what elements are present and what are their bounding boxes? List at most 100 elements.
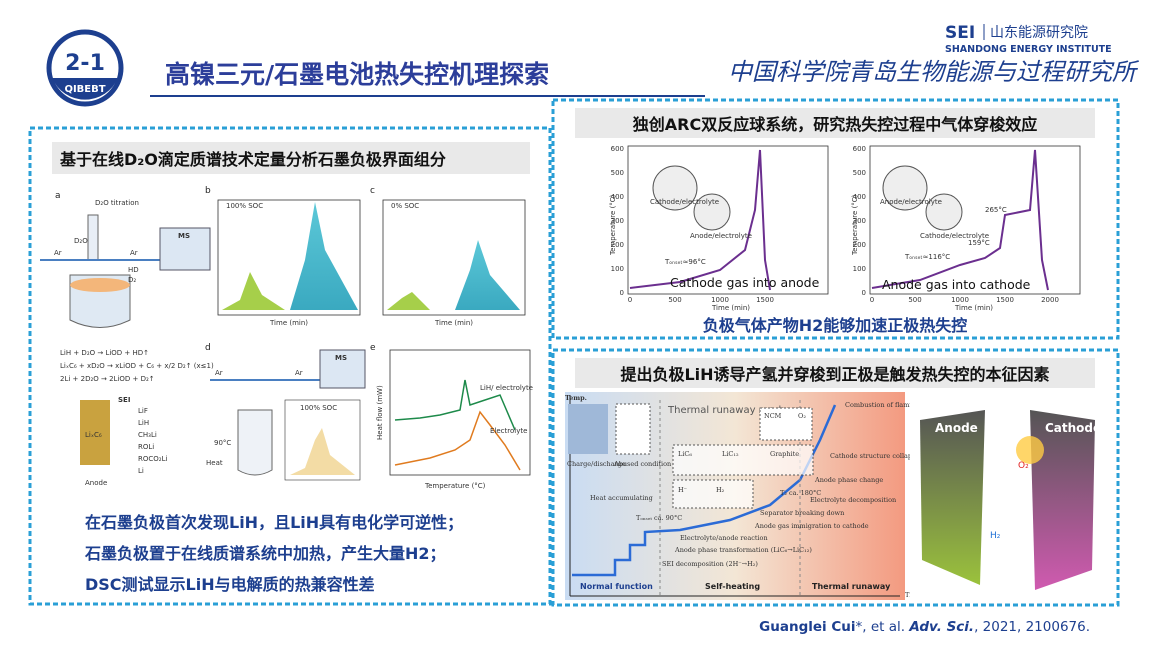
arc-chart-left: Cathode/electrolyte Anode/electrolyte Tₒ… — [609, 145, 829, 312]
annotation: Cathode gas into anode — [670, 275, 820, 290]
y-tick-label: 500 — [853, 169, 866, 177]
temp-90: 90°C — [214, 439, 231, 447]
heading-band — [52, 142, 530, 174]
arc-chart-right: Anode/electrolyte Cathode/electrolyte 26… — [851, 145, 1081, 312]
annotation: Anode gas into cathode — [882, 277, 1031, 292]
sei-species: Li — [138, 467, 144, 475]
icon — [568, 404, 608, 454]
curve-label: Electrolyte — [490, 427, 527, 435]
sphere-label: Cathode/electrolyte — [920, 232, 989, 240]
roadmap-text: NCM — [764, 412, 782, 420]
onset: Tₒₙₛₑₜ≈116°C — [904, 253, 950, 261]
panel-heading: 基于在线D₂O滴定质谱技术定量分析石墨负极界面组分 — [59, 150, 446, 169]
x-axis-label: Temperature (°C) — [424, 482, 486, 490]
sphere-label: Anode/electrolyte — [880, 198, 942, 206]
ms-label: MS — [335, 354, 347, 362]
x-tick-label: 500 — [668, 296, 681, 304]
badge-number: 2-1 — [65, 51, 105, 76]
temp-point: 265°C — [985, 206, 1007, 214]
x-tick-label: 0 — [870, 296, 874, 304]
ms-box — [319, 349, 366, 389]
scene-label: Anode — [935, 421, 978, 435]
y-tick-label: 100 — [853, 265, 866, 273]
temp-curve — [629, 149, 771, 291]
logo: SEI — [945, 23, 975, 43]
panel-label: b — [205, 186, 211, 196]
sphere-label: Anode/electrolyte — [690, 232, 752, 240]
bullet: DSC测试显示LiH与电解质的热兼容性差 — [85, 575, 375, 594]
sei-species: LiF — [138, 407, 148, 415]
panel-label: a — [55, 191, 61, 201]
y-tick-label: 600 — [611, 145, 624, 153]
citation-etal: *, et al. — [856, 619, 910, 635]
d2-label: D₂ — [128, 276, 136, 284]
x-tick-label: 1000 — [951, 296, 969, 304]
vessel — [237, 409, 273, 476]
x-axis-label: Time (min) — [954, 304, 993, 312]
event: Electrolyte decomposition — [810, 496, 896, 504]
x-tick-label: 500 — [908, 296, 921, 304]
panel-heading: 提出负极LiH诱导产氢并穿梭到正极是触发热失控的本征因素 — [620, 365, 1049, 384]
ar-label: Ar — [130, 249, 138, 257]
x-tick-label: 1500 — [996, 296, 1014, 304]
stage: Self-heating — [705, 582, 760, 591]
fire — [1016, 436, 1044, 464]
soc-label: 100% SOC — [226, 202, 263, 210]
y-axis-label: Heat flow (mW) — [376, 385, 384, 440]
x-tick-label: 2000 — [1041, 296, 1059, 304]
equation: 2Li + 2D₂O → 2LiOD + D₂↑ — [60, 375, 155, 383]
x-tick-label: 1500 — [756, 296, 774, 304]
plot-frame — [382, 199, 526, 316]
logo-cn: 山东能源研究院 — [990, 25, 1088, 41]
dsc-curve — [394, 410, 521, 471]
citation-rest: , 2021, 2100676. — [974, 619, 1090, 635]
soc-label: 100% SOC — [300, 404, 337, 412]
roadmap-title: Thermal runaway roadmap — [667, 405, 803, 416]
sphere-label: Cathode/electrolyte — [650, 198, 719, 206]
sei-species: ROCO₂Li — [138, 455, 167, 463]
plot-frame — [389, 349, 531, 476]
panel-label: d — [205, 343, 211, 353]
reactor-sphere — [882, 165, 928, 211]
y-tick-label: 500 — [611, 169, 624, 177]
roadmap-text: Abused condition — [613, 460, 671, 468]
roadmap-text: Heat accumulating — [590, 494, 653, 502]
box — [672, 444, 814, 476]
temp-axis: Temp. — [565, 394, 587, 402]
institute: 中国科学院青岛生物能源与过程研究所 — [728, 58, 1140, 86]
ar-label: Ar — [215, 369, 223, 377]
panel-border — [551, 98, 1120, 340]
reactor-sphere — [693, 193, 731, 231]
event: Anode phase transformation (LiC₆→LiC₁₂) — [674, 546, 812, 554]
equation: LiₓC₆ + xD₂O → xLiOD + C₆ + x/2 D₂↑ (x≤1… — [60, 362, 214, 370]
x-axis-label: Time (min) — [434, 319, 473, 327]
y-tick-label: 400 — [853, 193, 866, 201]
roadmap-text: H₂ — [716, 486, 725, 494]
scene-label: H₂ — [990, 531, 1001, 541]
citation-author: Guanglei Cui — [759, 619, 855, 635]
roadmap-text: Tₒₙₛₑₜ ca. 90°C — [636, 514, 682, 522]
titration: D₂O titration — [95, 199, 139, 207]
x-tick-label: 1000 — [711, 296, 729, 304]
x-axis-label: Time (min) — [711, 304, 750, 312]
caption: 负极气体产物H2能够加速正极热失控 — [703, 316, 968, 335]
temp-point: 159°C — [968, 239, 990, 247]
heading-band — [575, 358, 1095, 388]
y-tick-label: 200 — [853, 241, 866, 249]
event: Anode gas immigration to cathode — [754, 522, 869, 530]
stage: Thermal runaway — [812, 582, 891, 591]
logo-en: SHANDONG ENERGY INSTITUTE — [945, 44, 1112, 55]
y-tick-label: 100 — [611, 265, 624, 273]
temp-curve — [871, 149, 1049, 291]
roadmap-text: H⁻ — [678, 486, 687, 494]
sei-species: CH₃Li — [138, 431, 157, 439]
badge-band — [52, 78, 118, 100]
roadmap-text: LiC₆ — [678, 450, 692, 458]
event: SEI decomposition (2H⁻→H₂) — [662, 560, 758, 568]
event: Cathode structure collapse (O₂ releasing… — [830, 452, 967, 460]
y-tick-label: 200 — [611, 241, 624, 249]
bullet: 在石墨负极首次发现LiH，且LiH具有电化学可逆性； — [85, 513, 463, 532]
sei-label: SEI — [118, 396, 130, 404]
box — [672, 479, 754, 509]
event: Anode phase change — [814, 476, 883, 484]
